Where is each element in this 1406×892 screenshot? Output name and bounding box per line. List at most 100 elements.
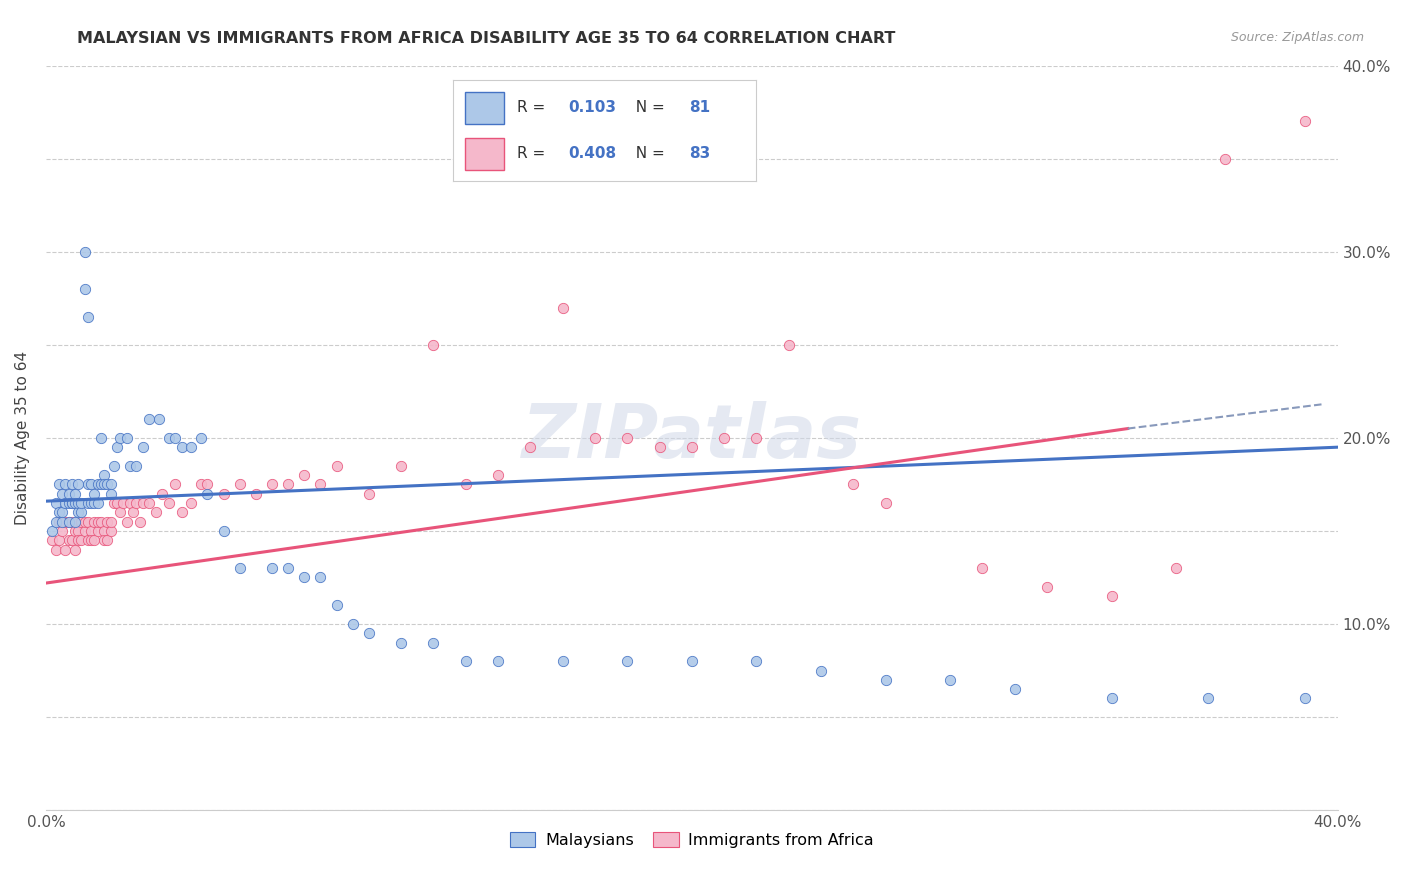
Point — [77, 496, 100, 510]
Point — [41, 533, 63, 548]
Point — [228, 561, 250, 575]
Text: MALAYSIAN VS IMMIGRANTS FROM AFRICA DISABILITY AGE 35 TO 64 CORRELATION CHART: MALAYSIAN VS IMMIGRANTS FROM AFRICA DISA… — [77, 31, 896, 46]
Point — [157, 496, 180, 510]
Point — [180, 496, 202, 510]
Point — [745, 431, 768, 445]
Point — [165, 477, 187, 491]
Point — [86, 515, 108, 529]
Point — [122, 505, 145, 519]
Y-axis label: Disability Age 35 to 64: Disability Age 35 to 64 — [15, 351, 30, 524]
Point — [713, 431, 735, 445]
Point — [53, 515, 76, 529]
Point — [115, 431, 138, 445]
Point — [103, 496, 125, 510]
Point — [875, 496, 897, 510]
Point — [67, 505, 90, 519]
Point — [342, 617, 364, 632]
Point — [73, 515, 96, 529]
Point — [583, 431, 606, 445]
Text: Source: ZipAtlas.com: Source: ZipAtlas.com — [1230, 31, 1364, 45]
Point — [67, 477, 90, 491]
Point — [422, 635, 444, 649]
Point — [212, 486, 235, 500]
Point — [100, 477, 122, 491]
Point — [63, 515, 86, 529]
Point — [80, 524, 103, 538]
Point — [260, 477, 283, 491]
Point — [93, 533, 115, 548]
Point — [245, 486, 267, 500]
Point — [96, 477, 118, 491]
Legend: Malaysians, Immigrants from Africa: Malaysians, Immigrants from Africa — [503, 825, 880, 855]
Point — [745, 654, 768, 668]
Point — [45, 542, 67, 557]
Point — [138, 412, 160, 426]
Point — [73, 244, 96, 259]
Point — [51, 524, 73, 538]
Point — [48, 515, 70, 529]
Point — [115, 515, 138, 529]
Point — [58, 496, 80, 510]
Point — [48, 505, 70, 519]
Point — [486, 468, 509, 483]
Point — [1294, 691, 1316, 706]
Point — [90, 431, 112, 445]
Point — [228, 477, 250, 491]
Point — [486, 654, 509, 668]
Point — [77, 515, 100, 529]
Point — [260, 561, 283, 575]
Point — [80, 477, 103, 491]
Point — [197, 486, 219, 500]
Point — [519, 440, 541, 454]
Point — [96, 533, 118, 548]
Point — [58, 515, 80, 529]
Point — [150, 486, 173, 500]
Point — [86, 477, 108, 491]
Point — [132, 496, 155, 510]
Text: ZIPatlas: ZIPatlas — [522, 401, 862, 475]
Point — [60, 477, 83, 491]
Point — [292, 570, 315, 584]
Point — [53, 477, 76, 491]
Point — [110, 505, 132, 519]
Point — [93, 468, 115, 483]
Point — [60, 515, 83, 529]
Point — [96, 515, 118, 529]
Point — [422, 338, 444, 352]
Point — [67, 524, 90, 538]
Point — [90, 515, 112, 529]
Point — [1294, 114, 1316, 128]
Point — [125, 458, 148, 473]
Point — [45, 496, 67, 510]
Point — [80, 533, 103, 548]
Point — [212, 524, 235, 538]
Point — [778, 338, 800, 352]
Point — [389, 458, 412, 473]
Point — [112, 496, 135, 510]
Point — [67, 533, 90, 548]
Point — [58, 515, 80, 529]
Point — [128, 515, 150, 529]
Point — [83, 533, 105, 548]
Point — [70, 515, 93, 529]
Point — [939, 673, 962, 687]
Point — [810, 664, 832, 678]
Point — [681, 654, 703, 668]
Point — [100, 515, 122, 529]
Point — [60, 533, 83, 548]
Point — [454, 654, 477, 668]
Point — [277, 477, 299, 491]
Point — [842, 477, 865, 491]
Point — [63, 496, 86, 510]
Point — [53, 542, 76, 557]
Point — [389, 635, 412, 649]
Point — [616, 431, 638, 445]
Point — [83, 515, 105, 529]
Point — [77, 310, 100, 324]
Point — [1213, 152, 1236, 166]
Point — [325, 458, 347, 473]
Point — [83, 496, 105, 510]
Point — [1166, 561, 1188, 575]
Point — [63, 542, 86, 557]
Point — [309, 570, 332, 584]
